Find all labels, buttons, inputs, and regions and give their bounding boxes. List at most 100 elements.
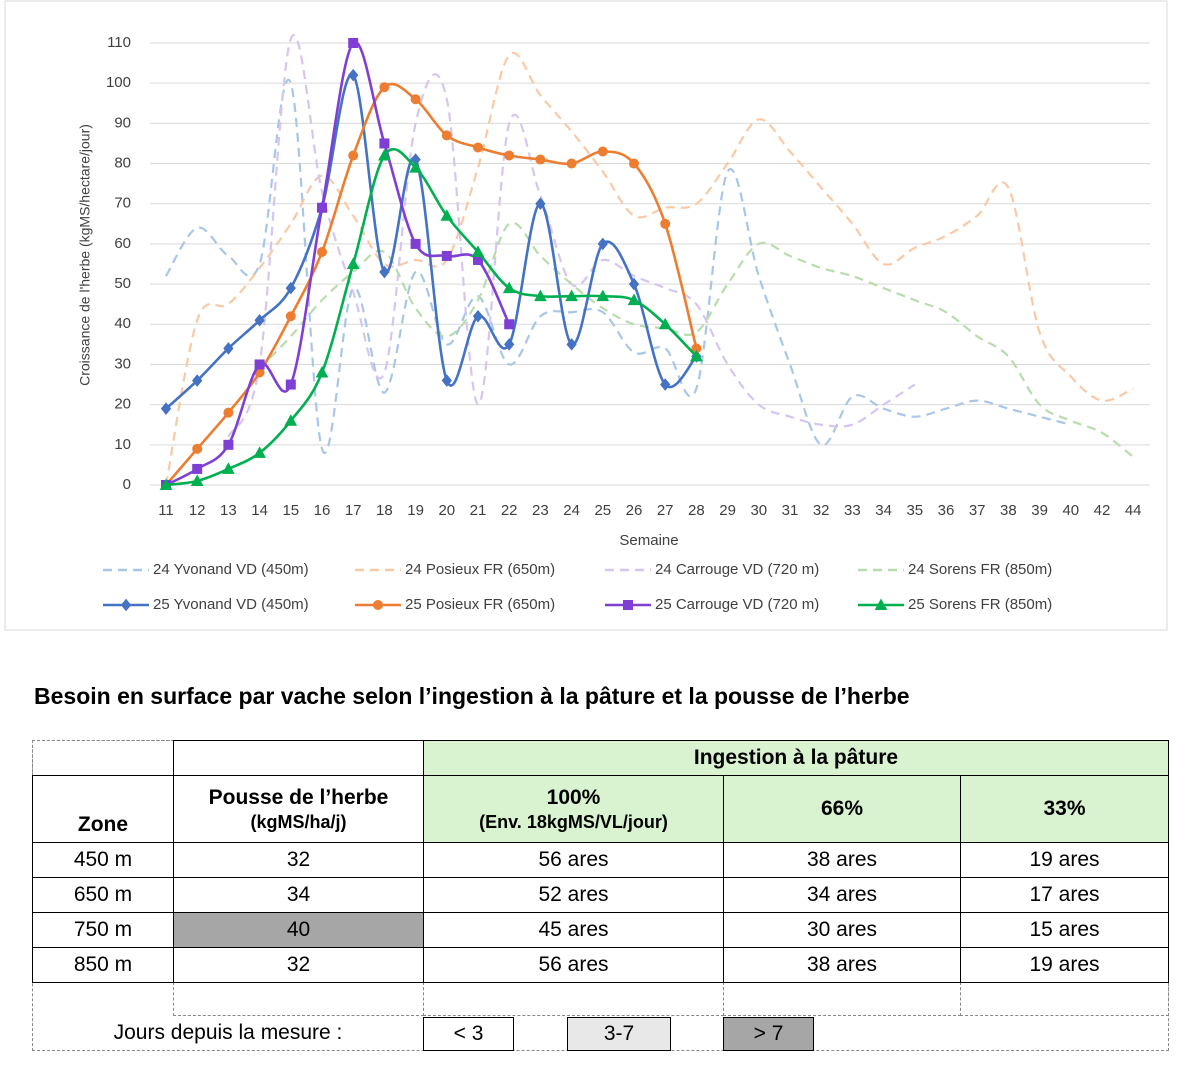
data-point bbox=[317, 202, 327, 213]
legend-box: > 7 bbox=[723, 1017, 814, 1051]
y-tick-label: 10 bbox=[114, 436, 131, 453]
data-point bbox=[596, 289, 610, 302]
y-tick-label: 110 bbox=[107, 34, 131, 51]
data-point bbox=[565, 289, 578, 302]
data-point bbox=[222, 462, 235, 474]
data-point bbox=[284, 414, 298, 426]
table-cell: 650 m bbox=[32, 877, 174, 913]
dashed-cell bbox=[32, 740, 174, 776]
data-point bbox=[409, 161, 422, 173]
data-point bbox=[410, 238, 421, 249]
x-tick-label: 20 bbox=[438, 502, 455, 519]
x-tick-label: 44 bbox=[1125, 502, 1142, 519]
data-point bbox=[628, 277, 640, 291]
x-axis-label: Semaine bbox=[619, 532, 678, 549]
legend-label: 25 Yvonand VD (450m) bbox=[153, 596, 309, 613]
x-tick-label: 40 bbox=[1062, 502, 1079, 519]
data-point bbox=[315, 365, 329, 378]
data-point bbox=[192, 443, 203, 454]
x-tick-label: 22 bbox=[501, 502, 518, 519]
data-point bbox=[253, 446, 266, 458]
table-cell: 38 ares bbox=[723, 842, 961, 878]
series-line bbox=[164, 51, 1134, 486]
x-tick-label: 27 bbox=[657, 502, 674, 519]
table-cell: 32 bbox=[173, 842, 424, 878]
legend-label: 24 Carrouge VD (720 m) bbox=[655, 561, 819, 578]
data-point bbox=[535, 154, 546, 165]
column-label: 33% bbox=[1043, 796, 1086, 820]
legend-label: 24 Posieux FR (650m) bbox=[405, 561, 555, 578]
series-line bbox=[165, 78, 1072, 454]
y-tick-label: 100 bbox=[106, 74, 131, 91]
data-point bbox=[317, 246, 327, 257]
legend-label: 25 Carrouge VD (720 m) bbox=[655, 596, 819, 613]
data-point bbox=[254, 313, 265, 327]
data-point bbox=[192, 463, 203, 474]
x-tick-label: 13 bbox=[220, 502, 237, 519]
data-point bbox=[192, 374, 203, 387]
data-point bbox=[223, 439, 234, 450]
table-cell: 32 bbox=[173, 947, 424, 983]
table-cell: 45 ares bbox=[423, 912, 724, 948]
y-tick-label: 30 bbox=[114, 355, 131, 372]
table-cell: 52 ares bbox=[423, 877, 724, 913]
data-point bbox=[566, 338, 577, 351]
data-point bbox=[440, 209, 454, 221]
legend-label: Jours depuis la mesure : bbox=[113, 1020, 343, 1044]
table-cell: 17 ares bbox=[960, 877, 1169, 913]
legend-label: 24 Sorens FR (850m) bbox=[908, 561, 1052, 578]
data-point bbox=[566, 158, 577, 169]
x-tick-label: 28 bbox=[688, 502, 705, 519]
data-point bbox=[441, 130, 452, 141]
x-tick-label: 25 bbox=[594, 502, 611, 519]
x-tick-label: 15 bbox=[282, 502, 299, 519]
dashed-cell bbox=[423, 982, 724, 1016]
table-cell: 34 bbox=[173, 877, 424, 913]
data-point bbox=[504, 150, 515, 161]
legend-marker bbox=[373, 600, 383, 610]
x-tick-label: 38 bbox=[1000, 502, 1017, 519]
x-tick-label: 26 bbox=[626, 502, 643, 519]
legend-label: 25 Posieux FR (650m) bbox=[405, 596, 555, 613]
data-point bbox=[160, 402, 172, 415]
data-point bbox=[285, 311, 296, 322]
column-sublabel: (Env. 18kgMS/VL/jour) bbox=[479, 811, 668, 832]
chart-frame bbox=[4, 0, 1168, 631]
data-point bbox=[690, 349, 703, 362]
x-tick-label: 31 bbox=[782, 502, 799, 519]
y-tick-label: 20 bbox=[114, 396, 131, 413]
data-point bbox=[504, 319, 515, 330]
data-point bbox=[597, 237, 608, 251]
column-label: 100% bbox=[546, 785, 601, 809]
series-line bbox=[258, 221, 1134, 458]
legend-marker bbox=[120, 598, 132, 612]
table-cell: 30 ares bbox=[723, 912, 961, 948]
data-point bbox=[534, 289, 547, 302]
data-point bbox=[378, 148, 391, 161]
group-header: Ingestion à la pâture bbox=[423, 740, 1169, 776]
data-point bbox=[627, 293, 641, 306]
data-point bbox=[223, 407, 234, 418]
data-point bbox=[379, 138, 390, 149]
legend-box: 3-7 bbox=[567, 1017, 671, 1051]
y-tick-label: 70 bbox=[114, 195, 131, 212]
x-tick-label: 36 bbox=[938, 502, 955, 519]
legend-label: 24 Yvonand VD (450m) bbox=[153, 561, 309, 578]
x-tick-label: 16 bbox=[314, 502, 331, 519]
table-cell: 450 m bbox=[32, 842, 174, 878]
column-header: 66% bbox=[723, 775, 961, 843]
legend-box: < 3 bbox=[423, 1017, 514, 1051]
legend-label: 25 Sorens FR (850m) bbox=[908, 596, 1052, 613]
x-tick-label: 12 bbox=[189, 502, 206, 519]
legend-marker bbox=[874, 598, 888, 610]
data-point bbox=[471, 245, 485, 257]
data-point bbox=[159, 478, 173, 490]
column-header: 33% bbox=[960, 775, 1169, 843]
table-cell: 34 ares bbox=[723, 877, 961, 913]
x-tick-label: 33 bbox=[844, 502, 861, 519]
column-sublabel: (kgMS/ha/j) bbox=[250, 811, 347, 832]
data-point bbox=[285, 281, 296, 295]
x-tick-label: 29 bbox=[719, 502, 736, 519]
x-tick-label: 42 bbox=[1094, 502, 1111, 519]
x-tick-label: 23 bbox=[532, 502, 549, 519]
